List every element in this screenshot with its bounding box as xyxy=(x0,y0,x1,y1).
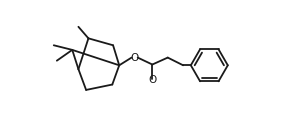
Text: O: O xyxy=(131,53,139,63)
Text: O: O xyxy=(148,75,157,85)
